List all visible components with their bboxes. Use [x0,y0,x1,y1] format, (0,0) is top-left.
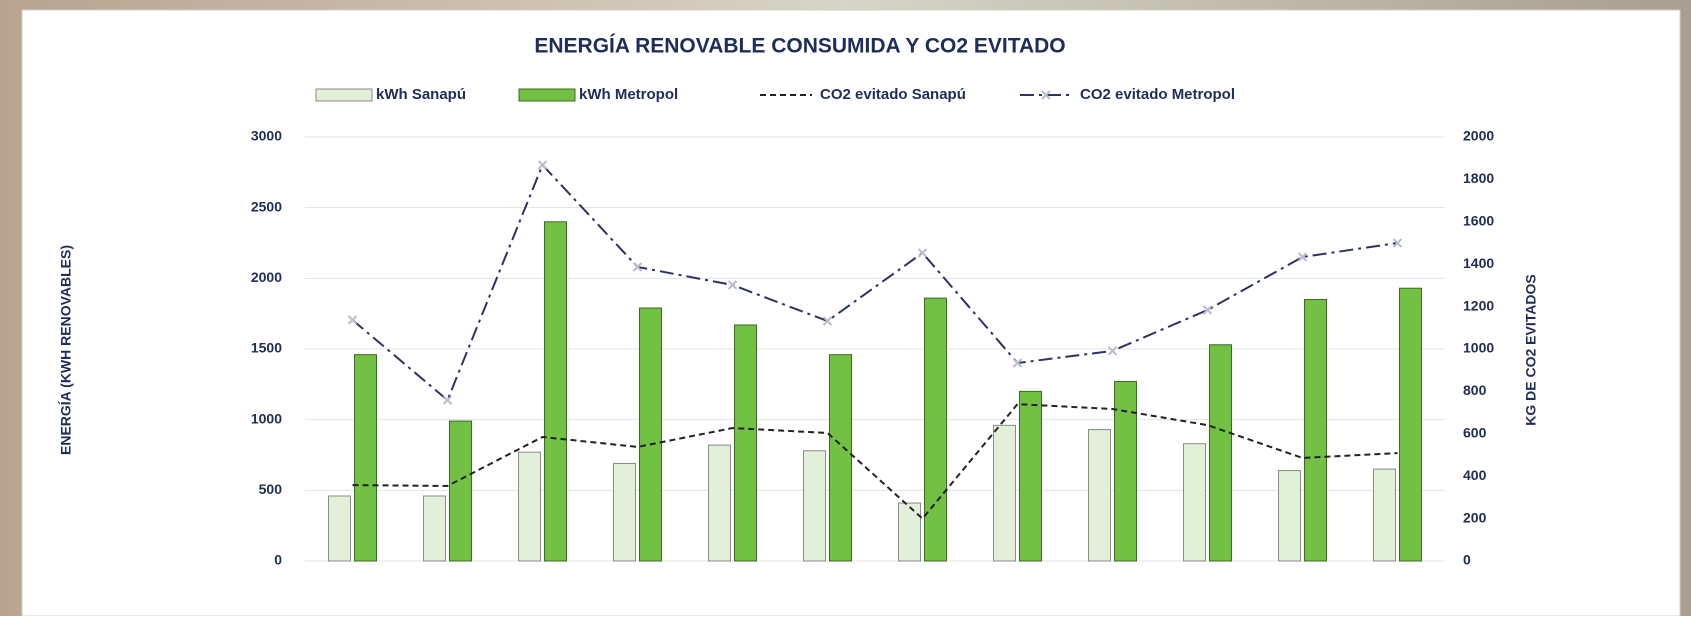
bar [1374,469,1396,561]
y-axis-title: ENERGÍA (KWH RENOVABLES) [58,245,74,455]
bar [519,452,541,561]
legend-label: kWh Metropol [579,86,678,103]
bar [1020,391,1042,561]
y2-tick-label: 1400 [1463,255,1494,271]
bar [355,355,377,561]
bar [640,308,662,561]
bar [899,503,921,561]
y2-tick-label: 1000 [1463,340,1494,356]
y2-axis-title: KG DE CO2 EVITADOS [1523,274,1539,425]
bar [994,425,1016,561]
bar [450,421,472,561]
bar [614,463,636,561]
bar [424,496,446,561]
y2-tick-label: 600 [1463,425,1487,441]
bar [709,445,731,561]
bar [1210,345,1232,561]
y2-tick-label: 1600 [1463,213,1494,229]
y2-tick-label: 1200 [1463,297,1494,313]
y2-tick-label: 2000 [1463,128,1494,144]
y2-tick-label: 400 [1463,467,1487,483]
bar [545,222,567,561]
y2-tick-label: 200 [1463,509,1487,525]
bar [925,298,947,561]
y2-tick-label: 0 [1463,552,1471,568]
y2-tick-label: 1800 [1463,170,1494,186]
y2-tick-label: 800 [1463,382,1487,398]
y-tick-label: 2500 [251,198,282,214]
chart-title: ENERGÍA RENOVABLE CONSUMIDA Y CO2 EVITAD… [534,35,1065,58]
bar [1184,444,1206,561]
legend-swatch [316,89,372,101]
bar [1279,471,1301,561]
y-tick-label: 1500 [251,340,282,356]
bar [735,325,757,561]
legend-label: kWh Sanapú [376,86,466,103]
legend-label: CO2 evitado Sanapú [820,86,966,103]
y-tick-label: 3000 [251,128,282,144]
y-tick-label: 0 [274,552,282,568]
y-tick-label: 1000 [251,410,282,426]
bar [1305,300,1327,561]
bar [830,355,852,561]
bar [804,451,826,561]
bar [1089,430,1111,561]
bar [1400,288,1422,561]
y-tick-label: 2000 [251,269,282,285]
bar [1115,382,1137,561]
legend-swatch [519,89,575,101]
page: {"chart_data": {"type": "bar", "title": … [0,0,1691,616]
legend-label: CO2 evitado Metropol [1080,86,1235,103]
bar [329,496,351,561]
y-tick-label: 500 [259,481,283,497]
chart: ENERGÍA RENOVABLE CONSUMIDA Y CO2 EVITAD… [0,0,1691,616]
